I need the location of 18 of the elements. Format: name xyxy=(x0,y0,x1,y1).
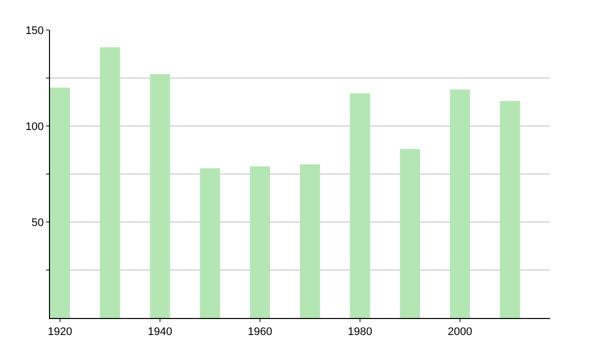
x-tick-label: 1960 xyxy=(248,326,272,338)
bar xyxy=(50,88,70,318)
x-tick-label: 1920 xyxy=(48,326,72,338)
x-tick-label: 2000 xyxy=(448,326,472,338)
bar xyxy=(350,93,370,318)
bar xyxy=(150,74,170,318)
y-tick-label: 100 xyxy=(25,120,44,133)
bar xyxy=(450,90,470,318)
x-tick-label: 1940 xyxy=(148,326,172,338)
y-tick-label: 150 xyxy=(25,24,44,37)
bar xyxy=(100,47,120,318)
bar xyxy=(300,164,320,318)
bar xyxy=(400,149,420,318)
bar xyxy=(250,166,270,318)
x-tick-label: 1980 xyxy=(348,326,372,338)
y-tick-label: 50 xyxy=(32,216,44,229)
bar xyxy=(500,101,520,318)
bar xyxy=(200,168,220,318)
